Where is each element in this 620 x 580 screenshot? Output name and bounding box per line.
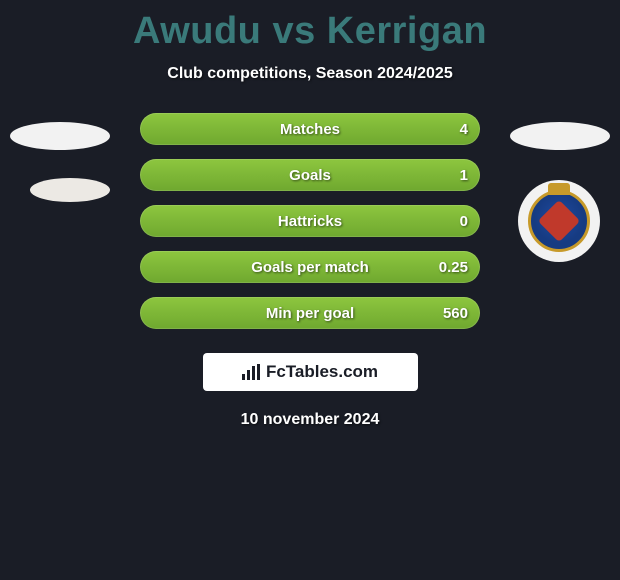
bar-chart-icon xyxy=(242,364,260,380)
stat-row: Matches 4 xyxy=(140,113,480,145)
stat-value-right: 0 xyxy=(460,213,468,230)
page-title: Awudu vs Kerrigan xyxy=(0,0,620,53)
stat-label: Hattricks xyxy=(278,213,342,230)
stat-value-right: 4 xyxy=(460,121,468,138)
stat-value-right: 1 xyxy=(460,167,468,184)
stat-row: Hattricks 0 xyxy=(140,205,480,237)
player1-club-placeholder-oval xyxy=(30,178,110,202)
player2-club-badge xyxy=(518,180,600,262)
player1-placeholder-oval xyxy=(10,122,110,150)
watermark-box: FcTables.com xyxy=(203,353,418,391)
stat-label: Matches xyxy=(280,121,340,138)
player2-placeholder-oval xyxy=(510,122,610,150)
stat-row: Goals per match 0.25 xyxy=(140,251,480,283)
stat-value-right: 560 xyxy=(443,305,468,322)
subtitle: Club competitions, Season 2024/2025 xyxy=(0,65,620,83)
date-text: 10 november 2024 xyxy=(0,411,620,429)
club-crest-icon xyxy=(528,190,590,252)
stat-value-right: 0.25 xyxy=(439,259,468,276)
stat-row: Min per goal 560 xyxy=(140,297,480,329)
stat-label: Goals xyxy=(289,167,331,184)
watermark-text: FcTables.com xyxy=(266,362,378,382)
stat-label: Goals per match xyxy=(251,259,369,276)
stat-row: Goals 1 xyxy=(140,159,480,191)
stat-label: Min per goal xyxy=(266,305,354,322)
